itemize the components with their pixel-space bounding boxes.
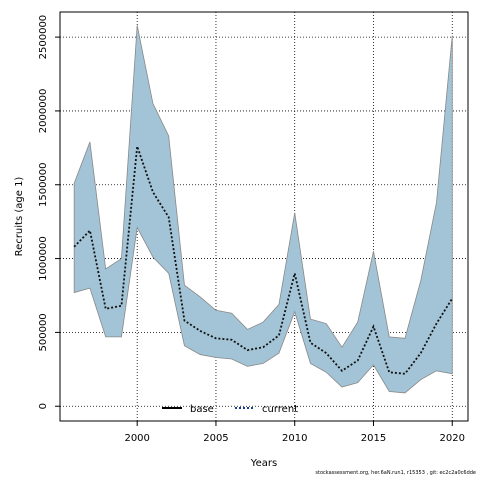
plot-frame <box>59 11 469 422</box>
x-axis-label: Years <box>250 458 277 469</box>
x-tick-label: 2020 <box>440 433 465 444</box>
y-tick-label: 0 <box>38 403 49 409</box>
y-axis-ticks: 0 500000 1000000 1500000 2000000 2500000 <box>38 15 60 409</box>
x-axis-ticks: 2000 2005 2010 2015 2020 <box>124 421 465 444</box>
legend-label-current: current <box>262 404 298 415</box>
footer-credit: stockassessment.org, her.6aN.run1, r1535… <box>315 470 476 476</box>
x-tick-label: 2000 <box>124 433 149 444</box>
y-tick-label: 2000000 <box>38 89 49 134</box>
y-tick-label: 1500000 <box>38 162 49 207</box>
y-axis-label: Recruits (age 1) <box>14 177 25 257</box>
legend-label-base: base <box>190 404 214 415</box>
y-tick-label: 500000 <box>38 313 49 351</box>
x-tick-label: 2005 <box>203 433 228 444</box>
x-tick-label: 2010 <box>282 433 307 444</box>
y-tick-label: 2500000 <box>38 15 49 60</box>
confidence-band <box>73 25 453 394</box>
y-tick-label: 1000000 <box>38 236 49 281</box>
x-tick-label: 2015 <box>361 433 386 444</box>
legend: base current <box>162 404 298 415</box>
series-line-current <box>73 146 454 375</box>
